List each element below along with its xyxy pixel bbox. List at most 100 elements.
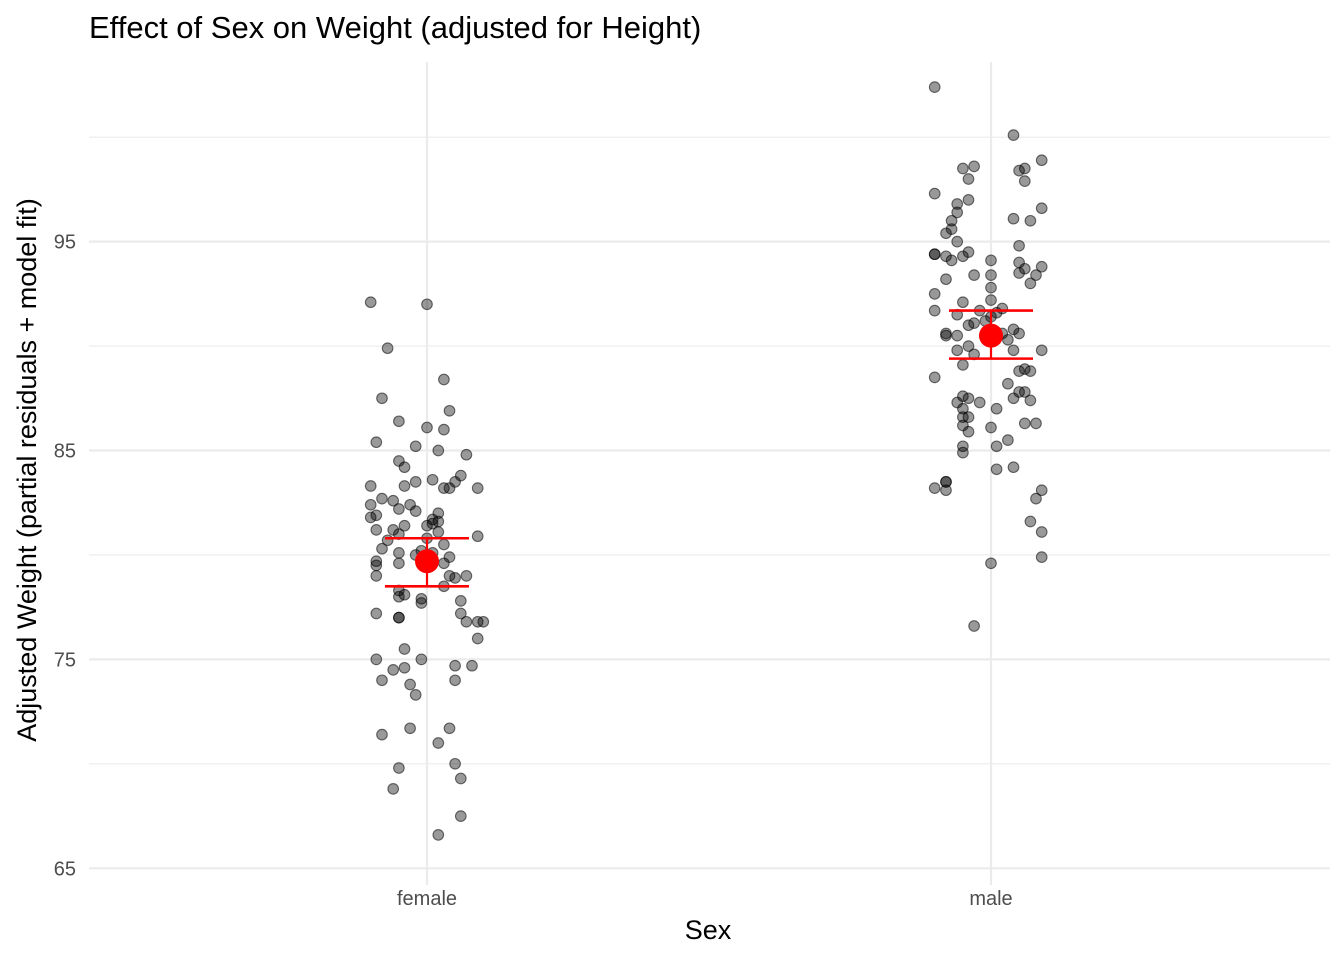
data-point	[449, 757, 461, 770]
data-point	[928, 304, 941, 317]
data-point	[962, 392, 975, 405]
data-point	[945, 214, 958, 227]
data-point	[962, 425, 975, 438]
data-point	[454, 595, 467, 607]
data-point	[364, 511, 377, 524]
data-point	[1013, 239, 1025, 252]
data-point	[1013, 365, 1025, 377]
data-point	[990, 440, 1003, 453]
data-point	[985, 557, 997, 570]
data-point	[432, 737, 445, 749]
data-point	[1013, 327, 1025, 340]
data-point	[376, 728, 388, 741]
data-point	[1002, 434, 1014, 446]
data-point	[449, 659, 461, 672]
data-point	[438, 557, 450, 570]
data-point	[1035, 260, 1048, 273]
data-point	[1035, 344, 1048, 357]
data-point	[398, 461, 411, 474]
data-point	[1013, 267, 1025, 279]
data-point	[928, 187, 941, 200]
fit-female	[385, 536, 469, 588]
data-point	[415, 597, 428, 609]
data-point	[985, 421, 997, 434]
data-point	[957, 359, 969, 371]
data-point	[449, 572, 461, 584]
data-point	[387, 494, 400, 507]
data-point	[957, 162, 969, 175]
data-point	[387, 664, 400, 676]
data-point	[1030, 492, 1042, 505]
data-point	[393, 557, 405, 570]
data-point	[477, 615, 490, 628]
data-point	[985, 269, 997, 281]
data-point	[398, 519, 411, 532]
data-point	[443, 404, 456, 417]
x-axis-ticks: female male	[397, 888, 1013, 910]
data-point	[951, 344, 964, 357]
data-point	[951, 235, 964, 248]
data-point	[928, 248, 941, 261]
y-axis-title: Adjusted Weight (partial residuals + mod…	[12, 198, 42, 742]
data-point	[432, 526, 445, 538]
y-tick-label: 95	[54, 232, 76, 254]
y-tick-label: 65	[54, 858, 76, 880]
fit-point	[979, 323, 1003, 348]
data-point	[951, 329, 964, 342]
data-point	[376, 392, 388, 405]
data-points	[364, 81, 1048, 841]
data-point	[1024, 394, 1037, 407]
data-point	[409, 689, 422, 701]
data-point	[370, 524, 383, 536]
fit-point	[415, 549, 439, 574]
data-point	[928, 371, 941, 384]
data-point	[426, 473, 439, 486]
data-point	[940, 273, 952, 286]
data-point	[1007, 212, 1020, 225]
model-fit-markers	[385, 309, 1033, 588]
data-point	[364, 498, 377, 511]
data-point	[1024, 365, 1037, 377]
data-point	[962, 194, 975, 206]
data-point	[454, 810, 467, 822]
data-point	[404, 722, 416, 735]
data-point	[968, 269, 980, 281]
data-point	[1007, 344, 1020, 357]
data-point	[393, 547, 405, 559]
data-point	[940, 329, 952, 342]
data-point	[370, 436, 383, 449]
data-point	[957, 296, 969, 309]
data-point	[1007, 129, 1020, 141]
data-point	[364, 296, 377, 309]
data-point	[471, 482, 484, 494]
data-point	[957, 446, 969, 459]
data-point	[957, 440, 969, 453]
data-point	[928, 81, 941, 93]
data-point	[370, 555, 383, 568]
data-point	[471, 530, 484, 543]
data-point	[404, 678, 416, 691]
data-point	[398, 643, 411, 655]
data-point	[1018, 386, 1031, 398]
data-point	[409, 476, 422, 488]
data-point	[1024, 214, 1037, 227]
data-point	[1018, 175, 1031, 187]
data-point	[438, 538, 450, 551]
data-point	[432, 829, 445, 841]
data-point	[990, 463, 1003, 476]
data-point	[1018, 417, 1031, 430]
data-point	[940, 484, 952, 497]
y-axis-ticks: 65 75 85 95	[54, 232, 76, 881]
data-point	[957, 250, 969, 263]
plot-grid	[89, 62, 1330, 885]
data-point	[1007, 461, 1020, 474]
data-point	[951, 198, 964, 210]
data-point	[393, 762, 405, 774]
data-point	[957, 402, 969, 415]
data-point	[432, 444, 445, 457]
data-point	[1002, 377, 1014, 390]
data-point	[421, 298, 433, 311]
data-point	[393, 590, 405, 603]
data-point	[466, 659, 478, 672]
